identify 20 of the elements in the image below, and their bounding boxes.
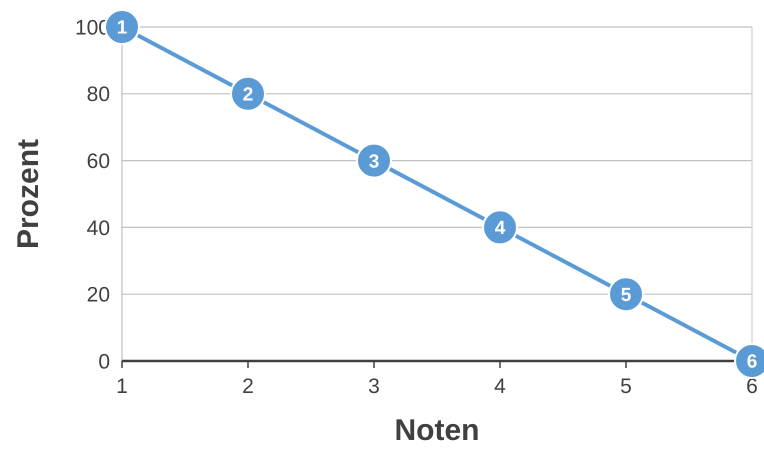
annotation: 6 bbox=[746, 352, 758, 373]
x-tick-label: 6 bbox=[746, 375, 758, 398]
x-axis-title: Noten bbox=[394, 414, 480, 447]
y-tick-label: 80 bbox=[86, 83, 110, 106]
annotation: 3 bbox=[368, 151, 380, 172]
x-tick-label: 1 bbox=[116, 375, 128, 398]
y-tick-label: 0 bbox=[98, 350, 110, 374]
x-tick-label: 4 bbox=[494, 375, 506, 398]
y-tick-label: 20 bbox=[86, 284, 110, 307]
x-tick-label: 2 bbox=[242, 375, 254, 398]
x-tick-label: 5 bbox=[620, 375, 632, 398]
point bbox=[230, 76, 266, 112]
x-tick-label: 3 bbox=[368, 375, 380, 398]
y-axis-title: Prozent bbox=[12, 138, 45, 250]
y-tick-label: 60 bbox=[86, 150, 110, 173]
annotation: 2 bbox=[242, 84, 254, 106]
annotation: 5 bbox=[620, 284, 632, 306]
y-tick-label: 40 bbox=[86, 216, 110, 240]
annotation: 4 bbox=[494, 218, 506, 240]
annotation: 1 bbox=[116, 18, 128, 39]
